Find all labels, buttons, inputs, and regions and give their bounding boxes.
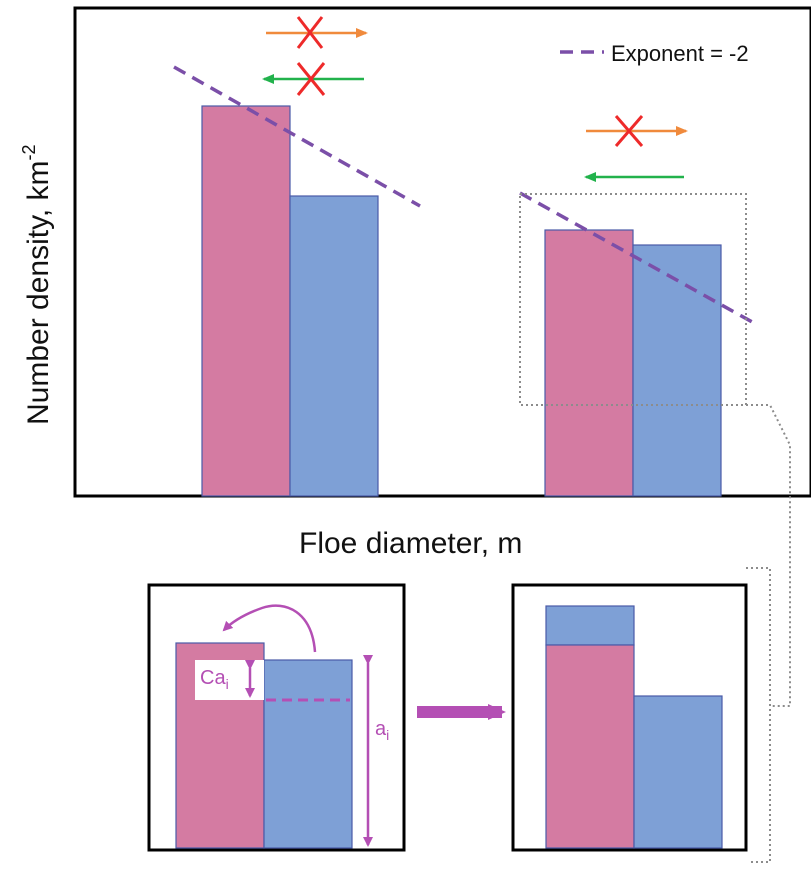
cross-icon [296, 16, 324, 49]
bar-large-blue [289, 195, 379, 497]
inset-before-frame [147, 583, 406, 852]
legend-label: Exponent = -2 [611, 41, 749, 66]
inset-after-blue-bar [633, 695, 723, 849]
bar-large-pink [201, 105, 291, 497]
exponent-line-right [519, 191, 755, 325]
ai-label: ai [375, 718, 389, 743]
bar-small-blue [632, 244, 722, 497]
inset-after-frame [511, 583, 748, 852]
zoom-connector-upper [746, 404, 791, 707]
y-axis-label: Number density, km-2 [19, 144, 55, 425]
inset-after-blue-top [545, 605, 635, 646]
cross-icon [296, 62, 326, 96]
bar-small-pink [544, 229, 634, 497]
main-plot-frame [73, 6, 811, 498]
transfer-curve-arrow [222, 604, 317, 653]
ca-label: Cai [200, 667, 229, 692]
zoom-connector-lower [746, 567, 771, 863]
inset-before-blue-bar [263, 659, 353, 849]
inset-after-pink-bar [545, 644, 635, 849]
x-axis-label: Floe diameter, m [299, 527, 522, 560]
exponent-line-left [173, 65, 421, 208]
cross-icon [614, 115, 644, 147]
zoom-box [519, 193, 747, 406]
